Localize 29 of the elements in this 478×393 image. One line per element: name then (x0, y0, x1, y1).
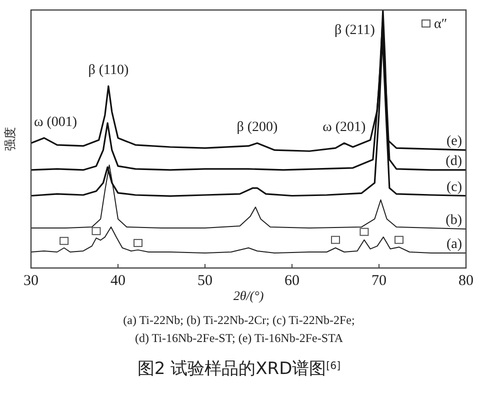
x-tick-label: 60 (284, 273, 300, 289)
x-tick-label: 80 (458, 273, 474, 289)
point (331, 236, 340, 244)
series-label: (e) (446, 134, 462, 150)
point (60, 236, 69, 245)
x-tick-label: 50 (198, 273, 212, 289)
text: 图2 试验样品的XRD谱图$^{[6]}$ (137, 359, 341, 379)
annotation: ω (001) (34, 114, 78, 130)
annotation: ω (201) (322, 120, 366, 136)
text: (a) Ti-22Nb; (b) Ti-22Nb-2Cr; (c) Ti-22Nb-2Fe; (123, 313, 355, 327)
series-label: (a) (446, 237, 462, 252)
legend-label: α″ (434, 17, 448, 32)
annotation: β (200) (236, 120, 278, 136)
x-tick-label: 30 (24, 273, 38, 289)
series-label: (d) (446, 154, 462, 169)
point (360, 228, 369, 236)
x-tick-label: 70 (372, 273, 386, 289)
x-axis-title: 2θ/(°) (233, 288, 264, 303)
x-tick-label: 40 (110, 273, 126, 289)
series-label: (b) (446, 213, 462, 228)
series-label: (c) (446, 180, 462, 195)
legend: α″ (422, 17, 448, 32)
point (394, 236, 404, 244)
y-axis-title: 强度 (3, 127, 17, 151)
point (134, 238, 143, 247)
text: (d) Ti-16Nb-2Fe-ST; (e) Ti-16Nb-2Fe-STA (134, 331, 344, 345)
point (92, 227, 101, 236)
annotation: β (211) (334, 23, 376, 38)
annotation: β (110) (88, 63, 129, 78)
